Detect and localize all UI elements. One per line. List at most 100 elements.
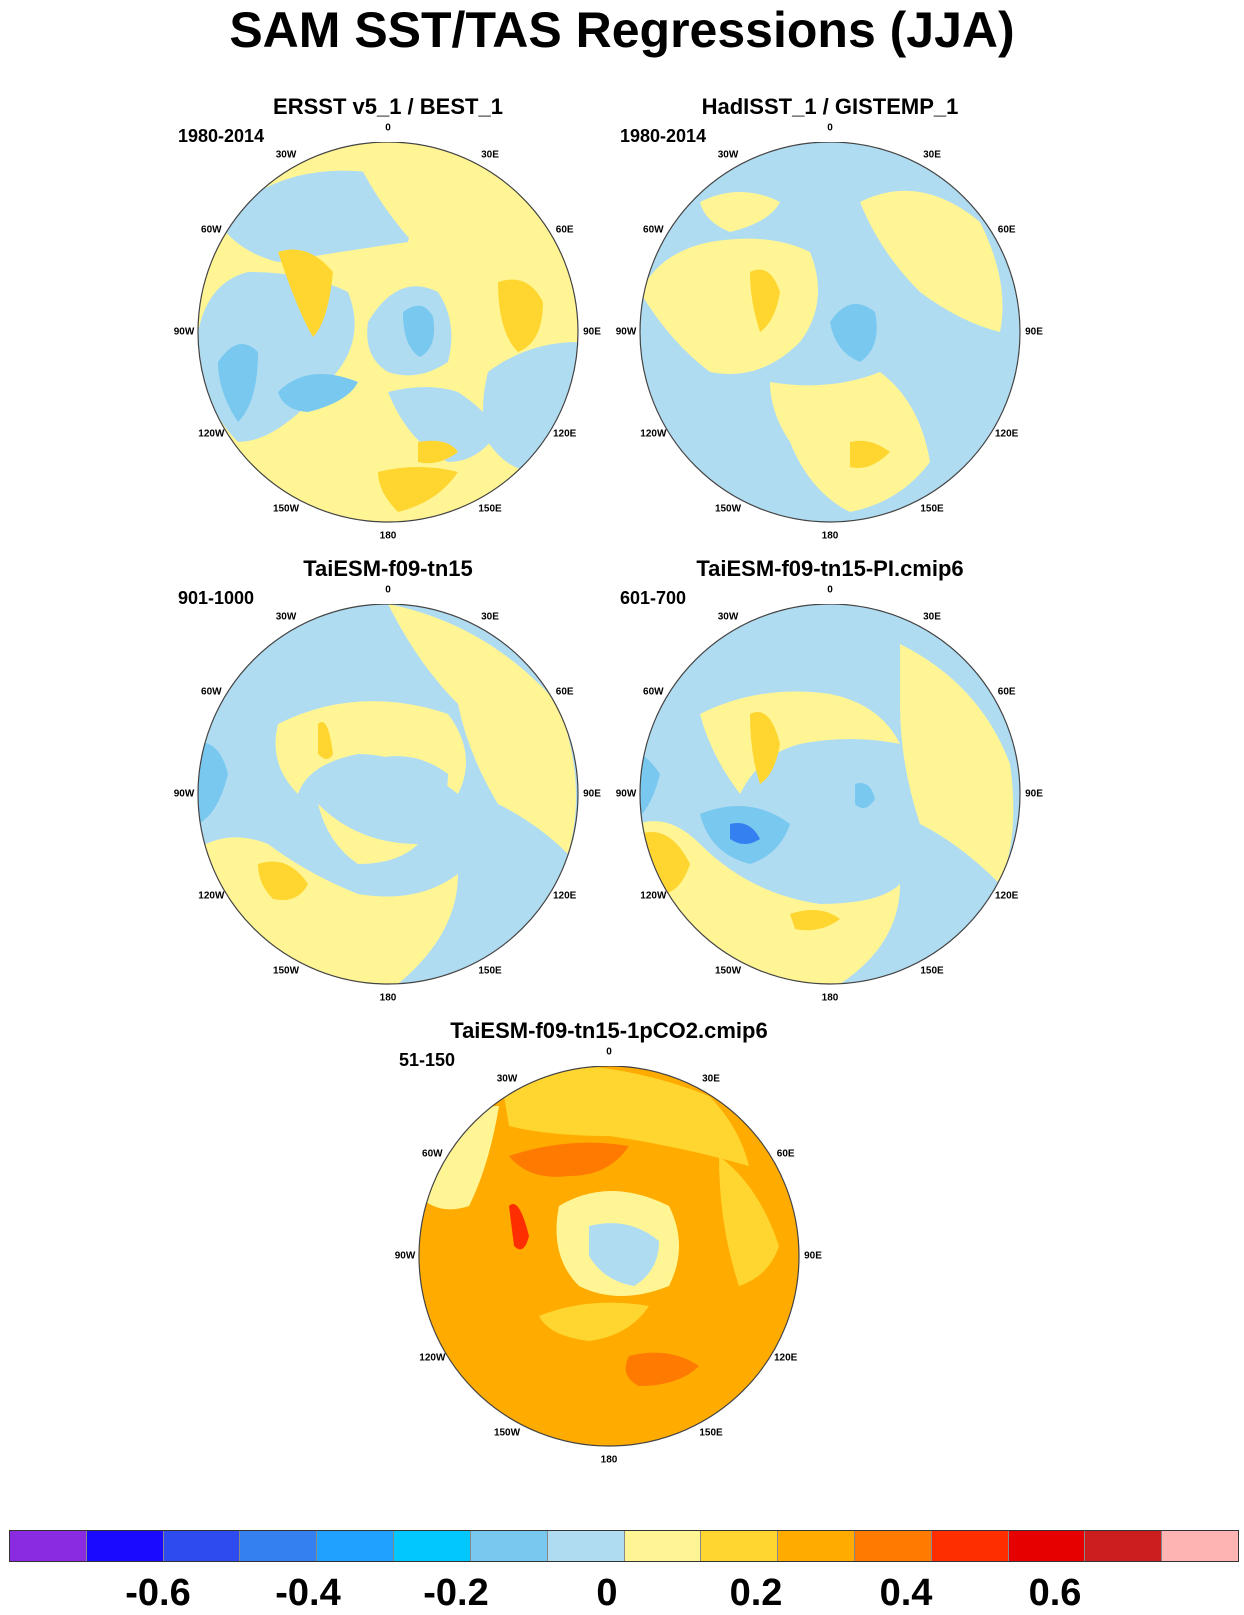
longitude-label: 60W bbox=[643, 224, 664, 236]
longitude-label: 120E bbox=[994, 428, 1019, 440]
longitude-label: 60W bbox=[643, 686, 664, 698]
map-panel-taiesm: TaiESM-f09-tn15 901-1000 0 30E 60E 90E 120E 1… bbox=[158, 556, 618, 1064]
longitude-label: 150W bbox=[272, 503, 300, 515]
longitude-label: 60E bbox=[997, 224, 1016, 236]
longitude-label: 150E bbox=[478, 965, 502, 977]
longitude-label: 90W bbox=[173, 788, 195, 800]
panel-title: TaiESM-f09-tn15-1pCO2.cmip6 bbox=[450, 1018, 768, 1043]
colorbar bbox=[9, 1530, 1239, 1562]
colorbar-tick-label: 0.4 bbox=[879, 1572, 933, 1614]
colorbar-tick-label: -0.6 bbox=[125, 1572, 191, 1614]
panel-title: HadISST_1 / GISTEMP_1 bbox=[701, 94, 959, 119]
longitude-label: 30E bbox=[481, 149, 499, 161]
colorbar-tick-label: -0.4 bbox=[275, 1572, 341, 1614]
longitude-label: 150E bbox=[920, 965, 944, 977]
panel-title: ERSST v5_1 / BEST_1 bbox=[273, 94, 503, 119]
longitude-label: 150E bbox=[920, 503, 944, 515]
longitude-label: 150W bbox=[493, 1427, 521, 1439]
colorbar-tick-label: 0 bbox=[596, 1572, 618, 1614]
longitude-label: 0 bbox=[385, 122, 391, 134]
longitude-label: 60W bbox=[201, 686, 222, 698]
map-panel-taiesm-1pco2: TaiESM-f09-tn15-1pCO2.cmip6 51-150 0 30E 6… bbox=[379, 1018, 839, 1526]
longitude-label: 150W bbox=[272, 965, 300, 977]
longitude-label: 120W bbox=[198, 428, 225, 440]
longitude-label: 90E bbox=[583, 326, 601, 338]
longitude-label: 150E bbox=[699, 1427, 723, 1439]
colorbar-segment bbox=[10, 1531, 87, 1561]
polar-map bbox=[418, 1066, 800, 1447]
longitude-label: 120W bbox=[640, 428, 667, 440]
colorbar-segment bbox=[86, 1531, 164, 1561]
colorbar-segment bbox=[854, 1531, 932, 1561]
longitude-label: 90W bbox=[615, 788, 637, 800]
polar-map bbox=[197, 142, 579, 523]
colorbar-segment bbox=[394, 1531, 471, 1561]
longitude-label: 30W bbox=[496, 1073, 518, 1085]
figure-title: SAM SST/TAS Regressions (JJA) bbox=[229, 2, 1015, 58]
longitude-label: 0 bbox=[827, 122, 833, 134]
polar-map bbox=[639, 142, 1021, 523]
colorbar-tick-label: 0.2 bbox=[729, 1572, 783, 1614]
colorbar-segment bbox=[317, 1531, 395, 1561]
longitude-label: 60W bbox=[422, 1148, 443, 1160]
longitude-label: 180 bbox=[821, 530, 839, 542]
map-panel-ersst: ERSST v5_1 / BEST_1 1980-2014 0 30E 60E 90E… bbox=[158, 94, 618, 602]
longitude-label: 90E bbox=[583, 788, 601, 800]
longitude-label: 120E bbox=[773, 1352, 798, 1364]
longitude-label: 180 bbox=[821, 992, 839, 1004]
longitude-label: 60E bbox=[555, 686, 574, 698]
longitude-label: 30E bbox=[481, 611, 499, 623]
colorbar-segment bbox=[624, 1531, 702, 1561]
colorbar-segment bbox=[470, 1531, 548, 1561]
period-label: 1980-2014 bbox=[620, 126, 707, 146]
longitude-label: 120W bbox=[419, 1352, 446, 1364]
colorbar-tick-label: 0.6 bbox=[1028, 1572, 1082, 1614]
colorbar-segment bbox=[1085, 1531, 1163, 1561]
longitude-label: 120E bbox=[552, 890, 577, 902]
longitude-label: 90W bbox=[173, 326, 195, 338]
longitude-label: 180 bbox=[379, 530, 397, 542]
longitude-label: 30W bbox=[275, 611, 297, 623]
period-label: 601-700 bbox=[620, 588, 687, 608]
longitude-label: 60E bbox=[555, 224, 574, 236]
longitude-label: 180 bbox=[379, 992, 397, 1004]
period-label: 51-150 bbox=[399, 1050, 456, 1070]
longitude-label: 30E bbox=[923, 149, 941, 161]
longitude-label: 60E bbox=[776, 1148, 795, 1160]
longitude-label: 90W bbox=[394, 1250, 416, 1262]
longitude-label: 120E bbox=[552, 428, 577, 440]
longitude-label: 180 bbox=[600, 1454, 618, 1466]
polar-map bbox=[197, 604, 579, 985]
longitude-label: 60E bbox=[997, 686, 1016, 698]
period-label: 1980-2014 bbox=[178, 126, 265, 146]
colorbar-segment bbox=[778, 1531, 855, 1561]
polar-map bbox=[639, 604, 1021, 985]
map-panel-taiesm-pi: TaiESM-f09-tn15-PI.cmip6 601-700 0 30E 60E… bbox=[600, 556, 1060, 1064]
longitude-label: 0 bbox=[827, 584, 833, 596]
longitude-label: 90E bbox=[1025, 326, 1043, 338]
colorbar-segment bbox=[163, 1531, 241, 1561]
longitude-label: 30W bbox=[275, 149, 297, 161]
panel-title: TaiESM-f09-tn15 bbox=[303, 556, 473, 581]
period-label: 901-1000 bbox=[178, 588, 255, 608]
longitude-label: 90W bbox=[615, 326, 637, 338]
longitude-label: 150W bbox=[714, 965, 742, 977]
longitude-label: 0 bbox=[385, 584, 391, 596]
colorbar-segment bbox=[547, 1531, 625, 1561]
longitude-label: 120E bbox=[994, 890, 1019, 902]
longitude-label: 150E bbox=[478, 503, 502, 515]
longitude-label: 30W bbox=[717, 611, 739, 623]
colorbar-segment bbox=[1008, 1531, 1086, 1561]
colorbar-segment bbox=[931, 1531, 1009, 1561]
colorbar-segment bbox=[701, 1531, 779, 1561]
longitude-label: 0 bbox=[606, 1046, 612, 1058]
map-panel-hadisst: HadISST_1 / GISTEMP_1 1980-2014 0 30E 60E 9… bbox=[600, 94, 1060, 602]
longitude-label: 60W bbox=[201, 224, 222, 236]
longitude-label: 120W bbox=[198, 890, 225, 902]
longitude-label: 90E bbox=[804, 1250, 822, 1262]
longitude-label: 30W bbox=[717, 149, 739, 161]
longitude-label: 120W bbox=[640, 890, 667, 902]
colorbar-tick-label: -0.2 bbox=[423, 1572, 489, 1614]
colorbar-segment bbox=[1162, 1531, 1238, 1561]
colorbar-segment bbox=[240, 1531, 318, 1561]
